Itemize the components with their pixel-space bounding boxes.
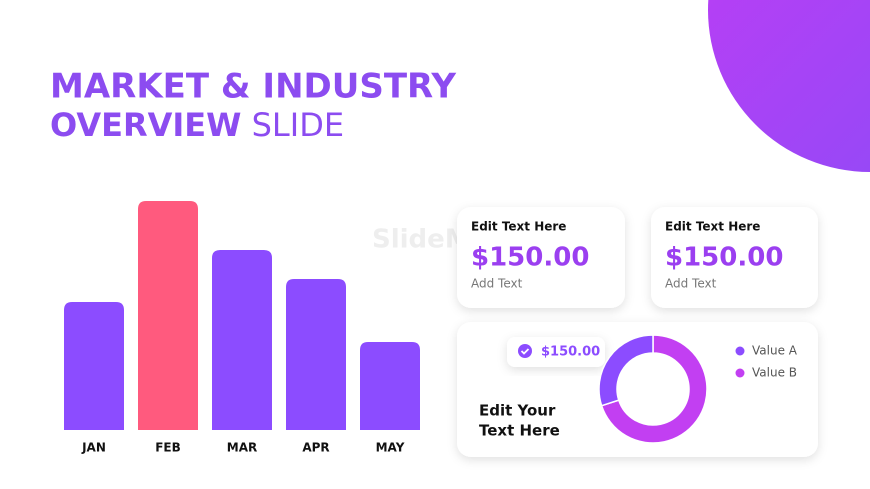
x-tick-label: MAY (376, 441, 405, 455)
donut-slice (600, 334, 708, 444)
bar (64, 302, 124, 430)
decor-circle (708, 0, 870, 172)
x-tick-label: MAR (227, 441, 257, 455)
badge (507, 337, 605, 367)
bar (360, 342, 420, 430)
title-line1: MARKET & INDUSTRY (50, 67, 456, 107)
card (651, 207, 818, 308)
card-caption: Add Text (471, 277, 523, 291)
check-mark (520, 348, 530, 355)
title-bold: OVERVIEW (50, 106, 241, 144)
bar (138, 201, 198, 430)
badge-text: $150.00 (541, 345, 600, 360)
x-tick-label: FEB (155, 441, 181, 455)
x-tick-label: JAN (81, 441, 106, 455)
bar (212, 250, 272, 430)
legend-label: Value A (752, 344, 798, 358)
card-caption: Add Text (665, 277, 717, 291)
card-amount: $150.00 (471, 243, 589, 273)
legend-label: Value B (752, 366, 797, 380)
card (457, 207, 625, 308)
legend-swatch (735, 346, 745, 356)
card-heading: Edit Text Here (665, 220, 760, 234)
title-light: SLIDE (252, 106, 344, 144)
donut-text: Edit Your (479, 402, 556, 420)
check-icon (518, 344, 532, 358)
title-line2: OVERVIEW SLIDE (50, 106, 344, 144)
donut-slice (598, 334, 654, 407)
x-tick-label: APR (302, 441, 329, 455)
card-heading: Edit Text Here (471, 220, 566, 234)
bar (286, 279, 346, 430)
donut-text: Text Here (479, 422, 560, 440)
card-amount: $150.00 (665, 243, 783, 273)
legend-swatch (735, 368, 745, 378)
